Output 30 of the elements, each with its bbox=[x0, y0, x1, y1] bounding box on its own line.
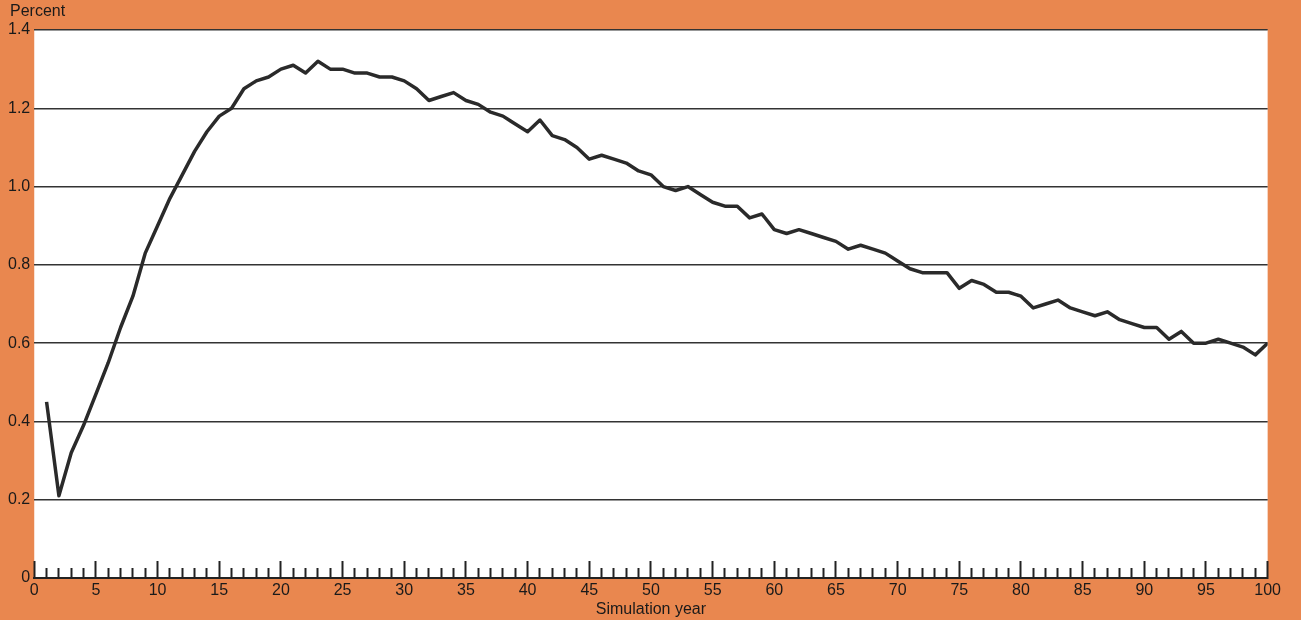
x-tick-label: 25 bbox=[333, 581, 352, 599]
x-tick-label: 75 bbox=[950, 581, 969, 599]
x-tick-label: 5 bbox=[91, 581, 101, 599]
y-tick-label: 0.2 bbox=[7, 490, 31, 508]
x-tick-label: 80 bbox=[1012, 581, 1030, 599]
y-tick-label: 1.0 bbox=[7, 176, 31, 194]
y-tick-label: 0 bbox=[21, 568, 31, 586]
x-tick-label: 85 bbox=[1073, 581, 1092, 599]
x-tick-label: 70 bbox=[888, 581, 907, 599]
x-tick-label: 60 bbox=[765, 581, 784, 599]
x-tick-label: 55 bbox=[703, 581, 722, 599]
x-tick-label: 20 bbox=[272, 581, 290, 599]
x-tick-label: 10 bbox=[148, 581, 167, 599]
x-tick-label: 15 bbox=[210, 581, 229, 599]
y-tick-label: 1.2 bbox=[7, 98, 31, 116]
y-tick-label: 1.4 bbox=[7, 20, 31, 38]
y-tick-label: 0.8 bbox=[7, 255, 31, 273]
y-tick-label: 0.6 bbox=[7, 333, 31, 351]
x-tick-label: 95 bbox=[1197, 581, 1215, 599]
y-tick-label: 0.4 bbox=[7, 411, 31, 429]
x-axis-title: Simulation year bbox=[595, 600, 707, 618]
x-tick-label: 65 bbox=[827, 581, 845, 599]
x-tick-label: 50 bbox=[642, 581, 660, 599]
x-tick-label: 40 bbox=[518, 581, 537, 599]
x-tick-label: 45 bbox=[580, 581, 599, 599]
x-tick-label: 35 bbox=[457, 581, 475, 599]
y-axis-title: Percent bbox=[10, 2, 66, 20]
x-tick-label: 90 bbox=[1135, 581, 1154, 599]
x-tick-label: 100 bbox=[1254, 581, 1282, 599]
x-tick-label: 30 bbox=[395, 581, 414, 599]
